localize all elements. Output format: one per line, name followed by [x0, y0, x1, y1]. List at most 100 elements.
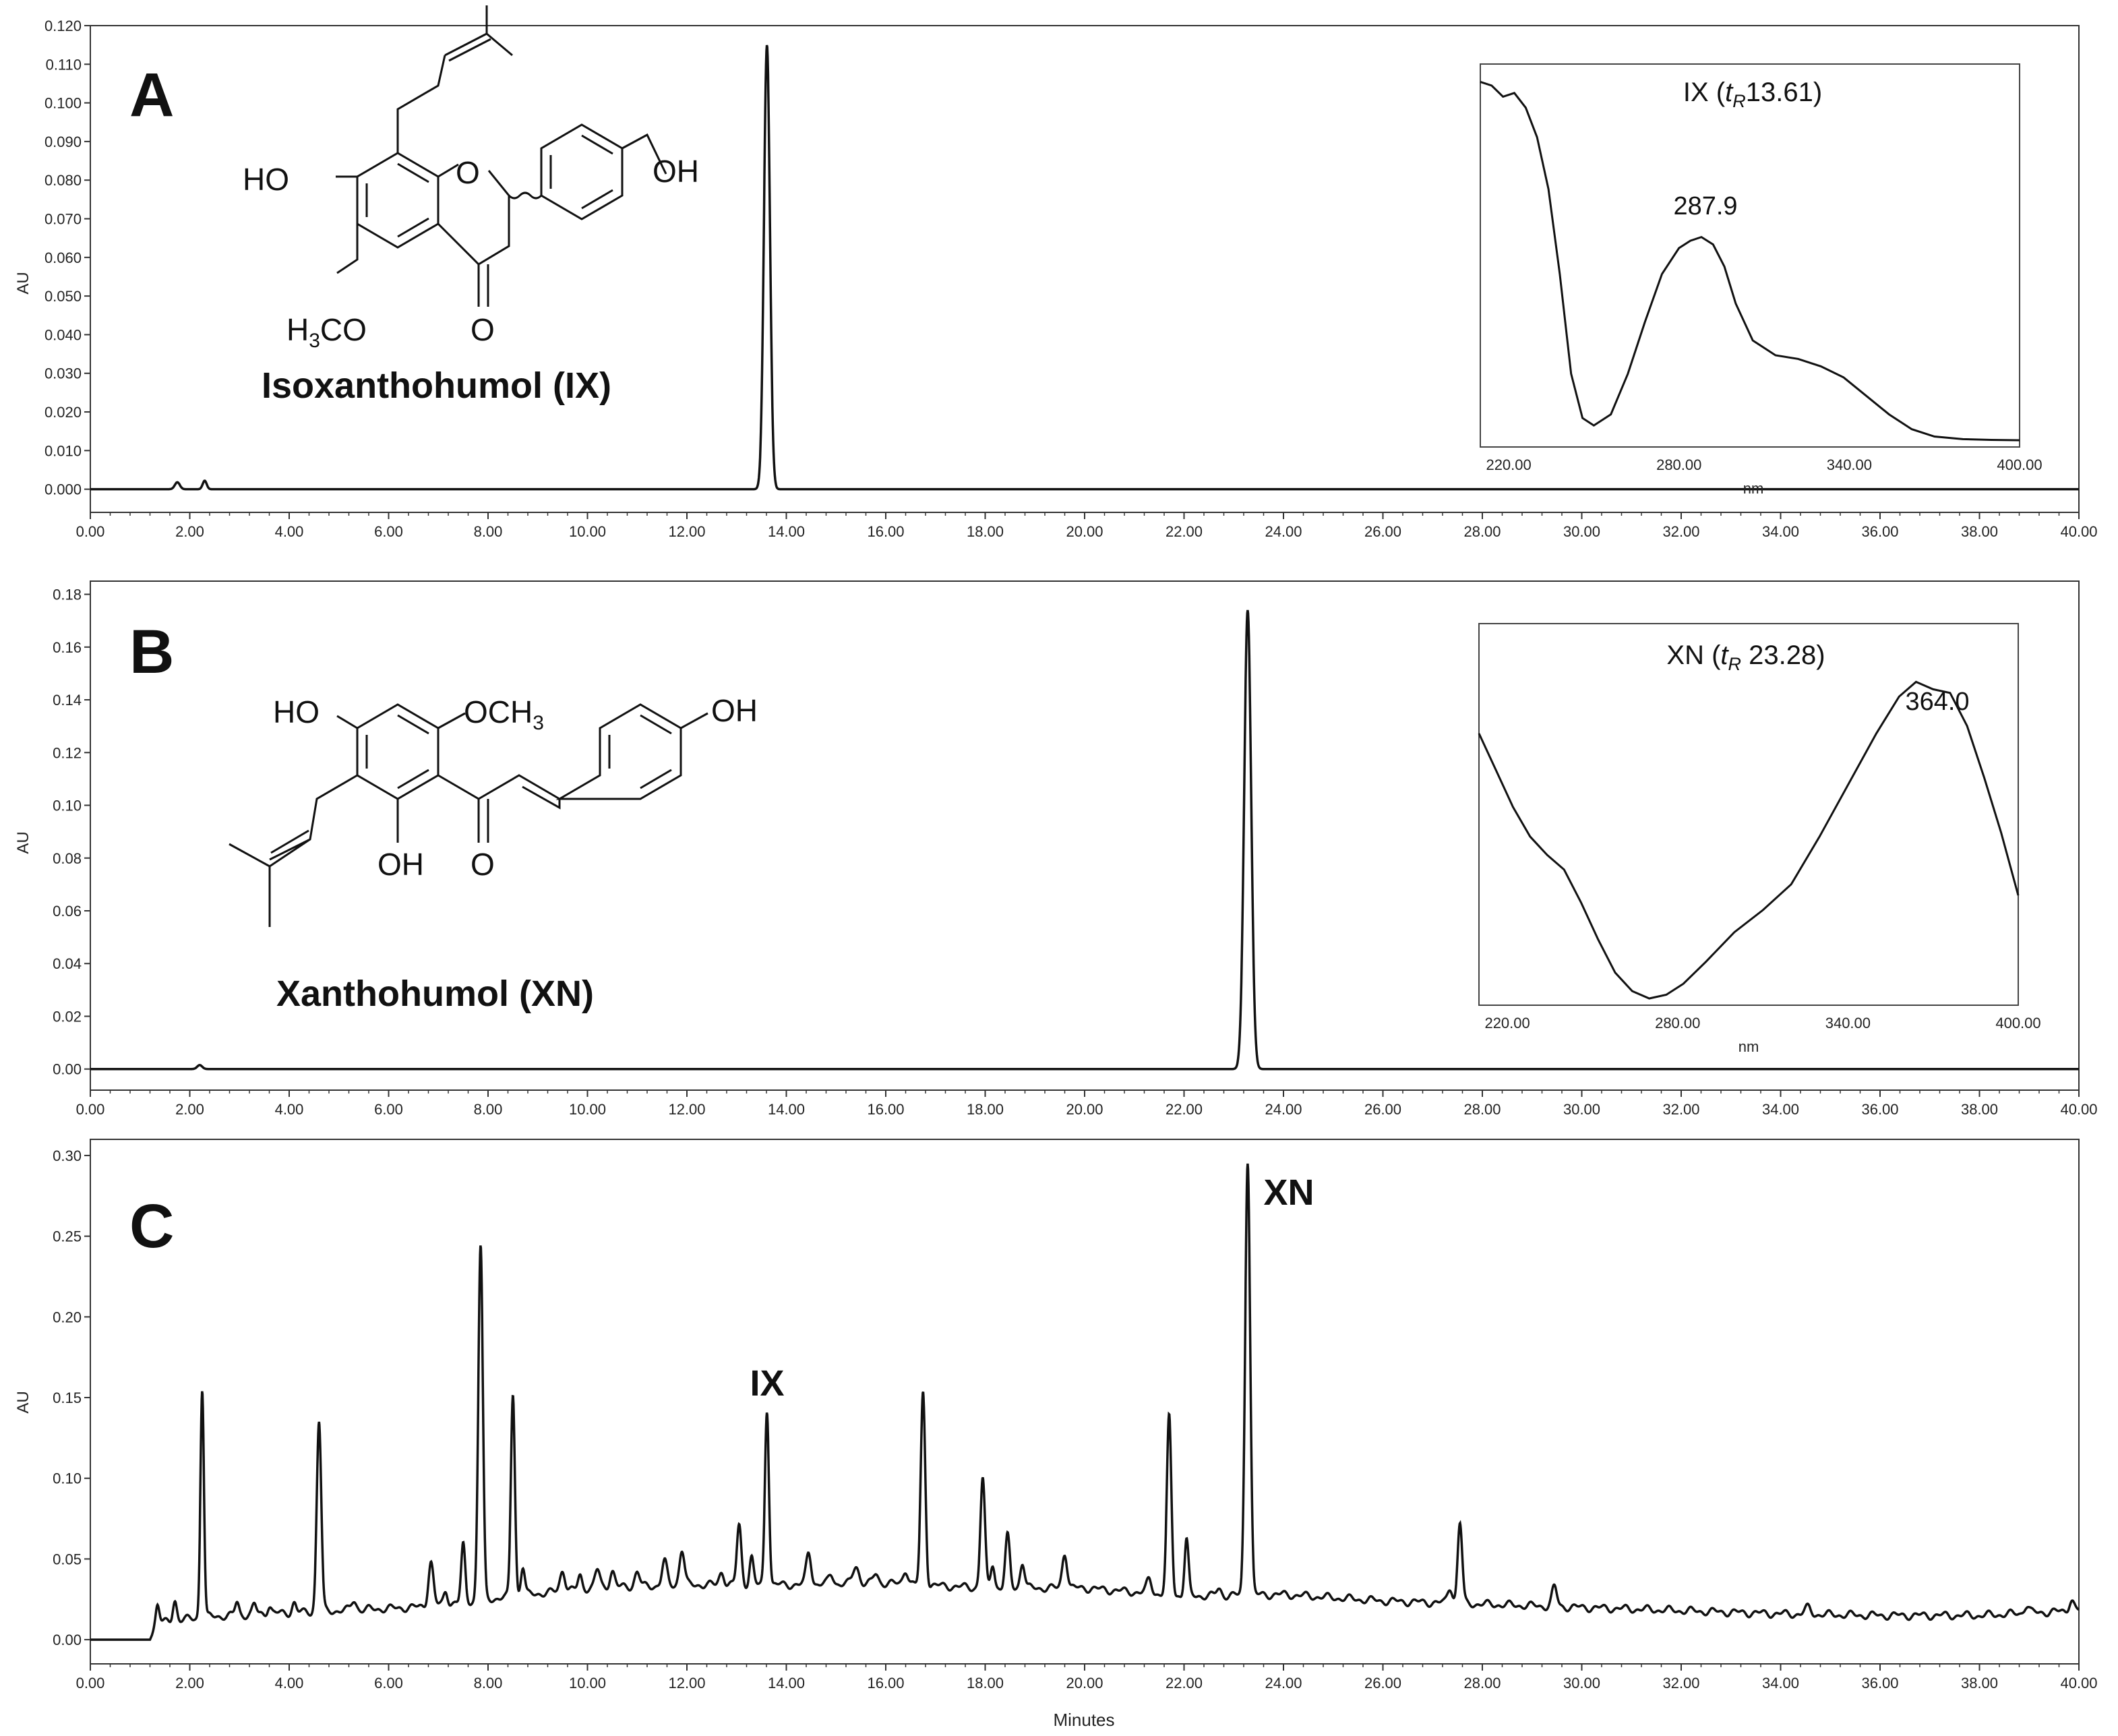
panel-c-x-tick-label: 4.00: [275, 1675, 304, 1692]
panel-a-x-ticks: 0.00 2.00 4.00 6.00 8.00 10.00 12.00 14.00 16.00…: [76, 512, 2098, 540]
panel-b-inset-x-tick-label: 340.00: [1825, 1015, 1871, 1031]
panel-c-y-tick-label: 0.10: [53, 1470, 82, 1487]
panel-a-y-tick-label: 0.030: [44, 365, 82, 382]
panel-a-x-tick-label: 10.00: [569, 523, 606, 540]
panel-c-x-tick-label: 26.00: [1364, 1675, 1401, 1692]
structure-a-ring-b-double-bonds: [549, 134, 613, 210]
panel-a-inset-frame: [1480, 63, 2020, 448]
panel-a-isoxanthohumol-structure: [336, 5, 667, 307]
panel-c-x-tick-label: 34.00: [1762, 1675, 1799, 1692]
structure-a-methoxy-label: H3CO: [286, 312, 367, 352]
structure-b-methoxy-label: OCH3: [464, 694, 544, 734]
structure-b-ring-b: [555, 703, 682, 800]
panel-a-chromatogram-trace: [90, 44, 2079, 491]
structure-b-top-bonds: [336, 712, 466, 729]
structure-b-hydroxy-label: OH: [377, 847, 424, 882]
panel-c-y-axis-label: AU: [14, 1391, 32, 1413]
panel-b-inset-peak-annotation: 364.0: [1905, 688, 1969, 716]
panel-a-y-ticks: 0.000 0.010 0.020 0.030 0.040 0.050 0.060 0.070…: [44, 18, 90, 498]
panel-a-y-tick-label: 0.090: [44, 133, 82, 150]
structure-a-carbonyl-oxygen-label: O: [471, 312, 495, 347]
structure-b-ring-a-double-bonds: [365, 714, 429, 789]
structure-b-carbonyl-oxygen-label: O: [471, 847, 495, 882]
panel-b-x-tick-label: 20.00: [1066, 1101, 1103, 1118]
panel-c-x-tick-label: 10.00: [569, 1675, 606, 1692]
panel-a-x-tick-label: 18.00: [967, 523, 1004, 540]
panel-b-y-tick-label: 0.16: [53, 639, 82, 656]
panel-a-uv-spectrum-inset: 220.00 280.00 340.00 400.00 nm IX (tR13.61)…: [1480, 63, 2043, 497]
structure-a-methoxy-bond: [336, 224, 359, 274]
panel-b-x-tick-label: 10.00: [569, 1101, 606, 1118]
structure-a-ring-c: [437, 163, 510, 266]
panel-c-peak-label-xn: XN: [1263, 1172, 1314, 1213]
panel-a-x-tick-label: 28.00: [1463, 523, 1501, 540]
panel-c-y-tick-label: 0.05: [53, 1551, 82, 1567]
panel-a-y-tick-label: 0.010: [44, 442, 82, 459]
panel-c-x-tick-label: 30.00: [1563, 1675, 1600, 1692]
panel-a-y-tick-label: 0.060: [44, 249, 82, 266]
panel-b-inset-x-ticks: 220.00 280.00 340.00 400.00: [1484, 1015, 2040, 1031]
panel-c-x-tick-label: 28.00: [1463, 1675, 1501, 1692]
panel-c-x-ticks: 0.00 2.00 4.00 6.00 8.00 10.00 12.00 14.00 16.00…: [76, 1664, 2098, 1692]
panel-b-uv-spectrum-inset: 220.00 280.00 340.00 400.00 nm XN (tR 23.28…: [1478, 623, 2041, 1055]
panel-b-y-tick-label: 0.06: [53, 903, 82, 920]
panel-b-y-tick-label: 0.08: [53, 850, 82, 867]
panel-a-inset-peak-annotation: 287.9: [1673, 192, 1737, 220]
panel-c-y-tick-label: 0.30: [53, 1147, 82, 1164]
panel-b-y-axis-label: AU: [14, 831, 32, 854]
panel-a-inset-x-tick-label: 280.00: [1656, 456, 1701, 473]
panel-b-chromatogram-trace: [90, 609, 2079, 1071]
panel-b-x-tick-label: 24.00: [1265, 1101, 1302, 1118]
panel-a-x-tick-label: 34.00: [1762, 523, 1799, 540]
panel-c-x-tick-label: 24.00: [1265, 1675, 1302, 1692]
panel-a-inset-x-label: nm: [1743, 480, 1764, 497]
panel-b-x-tick-label: 2.00: [175, 1101, 204, 1118]
panel-b-inset-x-tick-label: 280.00: [1655, 1015, 1700, 1031]
panel-c-x-tick-label: 0.00: [76, 1675, 105, 1692]
panel-b-x-tick-label: 22.00: [1166, 1101, 1203, 1118]
panel-b-inset-spectrum-line: [1478, 680, 2020, 1000]
panel-b-x-tick-label: 18.00: [967, 1101, 1004, 1118]
panel-b-x-tick-label: 26.00: [1364, 1101, 1401, 1118]
panel-b-y-tick-label: 0.00: [53, 1061, 82, 1078]
panel-b-x-ticks: 0.00 2.00 4.00 6.00 8.00 10.00 12.00 14.00 16.00…: [76, 1090, 2098, 1118]
panel-a-inset-x-ticks: 220.00 280.00 340.00 400.00: [1486, 456, 2042, 473]
panel-c-y-tick-label: 0.15: [53, 1389, 82, 1406]
panel-c-x-tick-label: 40.00: [2060, 1675, 2097, 1692]
panel-b-x-tick-label: 30.00: [1563, 1101, 1600, 1118]
panel-c-x-tick-label: 8.00: [474, 1675, 503, 1692]
structure-a-ho-label: HO: [243, 162, 289, 197]
panel-c-x-axis-label: Minutes: [1053, 1710, 1114, 1730]
panel-b-x-tick-label: 34.00: [1762, 1101, 1799, 1118]
panel-c: 0.00 0.05 0.10 0.15 0.20 0.25 0.30 0.00 2.00 4.0…: [14, 1139, 2098, 1730]
panel-a-x-tick-label: 20.00: [1066, 523, 1103, 540]
panel-a-compound-name: Isoxanthohumol (IX): [262, 365, 611, 406]
panel-a-y-tick-label: 0.080: [44, 172, 82, 189]
panel-b-x-tick-label: 0.00: [76, 1101, 105, 1118]
panel-a-y-tick-label: 0.000: [44, 481, 82, 498]
panel-a-x-tick-label: 6.00: [374, 523, 403, 540]
structure-b-phenol-bond: [680, 712, 708, 729]
panel-b-x-tick-label: 12.00: [668, 1101, 705, 1118]
panel-b-x-tick-label: 16.00: [867, 1101, 904, 1118]
panel-a-y-tick-label: 0.110: [46, 56, 82, 73]
panel-a-y-tick-label: 0.100: [44, 95, 82, 112]
panel-b-inset-x-tick-label: 400.00: [1995, 1015, 2040, 1031]
panel-a-inset-title: IX (tR13.61): [1683, 78, 1822, 111]
panel-a-x-tick-label: 0.00: [76, 523, 105, 540]
panel-a-x-tick-label: 36.00: [1861, 523, 1898, 540]
panel-b-x-tick-label: 8.00: [474, 1101, 503, 1118]
panel-a-x-tick-label: 30.00: [1563, 523, 1600, 540]
panel-b-label: B: [129, 618, 174, 686]
structure-b-ring-b-double-bonds: [608, 714, 672, 789]
panel-a-y-axis-label: AU: [14, 272, 32, 294]
panel-b-compound-name: Xanthohumol (XN): [276, 974, 594, 1014]
panel-a-x-tick-label: 26.00: [1364, 523, 1401, 540]
panel-b-y-tick-label: 0.18: [53, 587, 82, 603]
panel-b-y-tick-label: 0.12: [53, 744, 82, 761]
panel-a-y-tick-label: 0.070: [44, 211, 82, 228]
panel-c-x-tick-label: 12.00: [668, 1675, 705, 1692]
panel-b-x-tick-label: 14.00: [768, 1101, 805, 1118]
structure-a-ring-oxygen-label: O: [456, 155, 480, 190]
structure-b-phenol-oh-label: OH: [711, 693, 758, 728]
